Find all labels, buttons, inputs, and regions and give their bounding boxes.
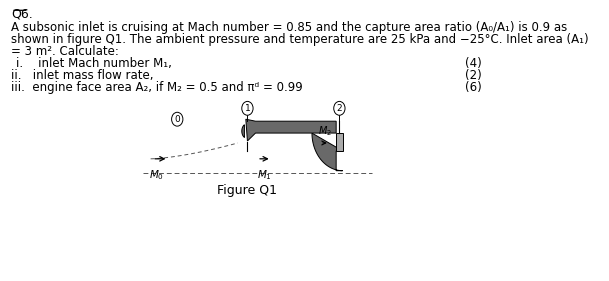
Text: ii.   inlet mass flow rate,: ii. inlet mass flow rate, [11,69,153,82]
Text: (4): (4) [465,57,481,70]
Polygon shape [246,119,336,141]
Text: 0: 0 [174,115,180,124]
Text: A subsonic inlet is cruising at Mach number = 0.85 and the capture area ratio (A: A subsonic inlet is cruising at Mach num… [11,21,568,34]
Text: Figure Q1: Figure Q1 [217,183,276,197]
Bar [336,133,343,151]
Polygon shape [242,125,244,137]
Text: 1: 1 [245,104,250,113]
Text: iii.  engine face area A₂, if M₂ = 0.5 and πᵈ = 0.99: iii. engine face area A₂, if M₂ = 0.5 an… [11,81,303,94]
Text: (2): (2) [465,69,481,82]
Circle shape [334,101,345,115]
Text: shown in figure Q1. The ambient pressure and temperature are 25 kPa and −25°C. I: shown in figure Q1. The ambient pressure… [11,33,589,46]
Text: 2: 2 [337,104,342,113]
Text: = 3 m². Calculate:: = 3 m². Calculate: [11,45,119,58]
Text: $M_0$: $M_0$ [149,168,164,182]
Text: i.    inlet Mach number M₁,: i. inlet Mach number M₁, [16,57,172,70]
Polygon shape [312,133,343,171]
Text: $M_2$: $M_2$ [319,124,333,138]
Circle shape [172,112,183,126]
Text: (6): (6) [465,81,481,94]
Circle shape [242,101,253,115]
Text: Q6.: Q6. [11,7,33,20]
Text: $M_1$: $M_1$ [257,168,272,182]
